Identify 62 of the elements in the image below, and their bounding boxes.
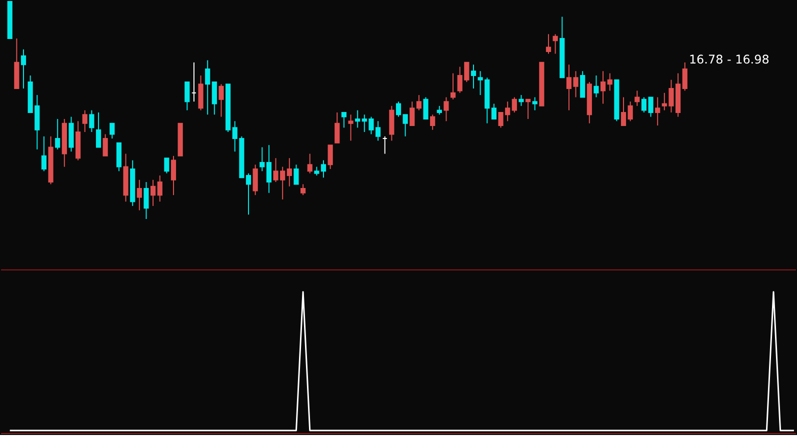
candlestick [620, 96, 626, 126]
candlestick [144, 182, 149, 220]
candlestick [655, 96, 660, 126]
candlestick [218, 84, 224, 118]
candlestick [634, 90, 640, 106]
candlestick [20, 48, 26, 90]
candlestick [320, 160, 326, 178]
candlestick [307, 153, 312, 174]
candlestick [444, 96, 449, 122]
candlestick [526, 98, 531, 120]
candlestick [355, 110, 360, 128]
candlestick [512, 96, 517, 113]
candlestick [594, 74, 599, 98]
candlestick [348, 114, 354, 142]
candlestick [580, 70, 586, 98]
candlestick [198, 74, 204, 111]
candlestick [546, 34, 552, 54]
candlestick [402, 114, 408, 137]
candlestick [164, 158, 170, 174]
candlestick [170, 155, 176, 196]
candlestick [416, 94, 422, 111]
candlestick [89, 110, 94, 133]
candlestick [116, 142, 122, 172]
candlestick [252, 164, 258, 196]
candlestick [266, 144, 272, 194]
candlestick [532, 96, 538, 111]
candlestick [82, 110, 88, 133]
candlestick [184, 82, 190, 111]
candlestick [246, 172, 252, 216]
candlestick [110, 122, 115, 140]
candlestick [205, 60, 210, 116]
candlestick [682, 62, 688, 92]
candlestick [607, 72, 612, 92]
candlestick [389, 105, 394, 142]
candlestick [136, 179, 142, 211]
candlestick [491, 103, 496, 120]
candlestick [410, 101, 415, 126]
candlestick [150, 179, 156, 206]
candlestick [450, 72, 456, 100]
candlestick [300, 184, 306, 196]
candlestick [396, 101, 402, 118]
candlestick [157, 175, 162, 202]
candlestick [430, 114, 436, 130]
candlestick [212, 82, 217, 116]
candlestick [41, 136, 46, 172]
candlestick [423, 96, 428, 120]
candlestick [102, 134, 108, 156]
candlestick [55, 118, 60, 150]
candlestick [68, 116, 74, 152]
candlestick [260, 146, 265, 172]
candlestick [628, 101, 633, 122]
candlestick [552, 34, 558, 54]
candlestick [334, 112, 340, 144]
candlestick [328, 144, 333, 170]
candlestick [600, 70, 606, 104]
candlestick [96, 112, 102, 148]
candlestick [341, 112, 346, 128]
candlestick [286, 158, 292, 187]
text: 16.78 - 16.98 [688, 52, 770, 66]
candlestick [294, 164, 299, 185]
candlestick [518, 94, 524, 106]
candlestick [470, 64, 476, 90]
